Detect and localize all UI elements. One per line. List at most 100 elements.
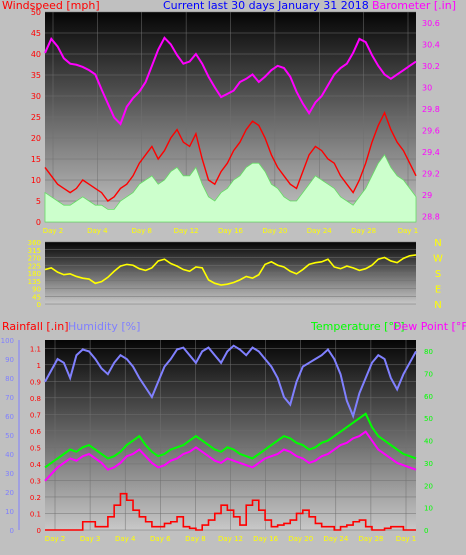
x-tick-label: Day 24 [307,227,333,235]
rain-ticks: 1.1 1 0.9 0.8 0.7 0.6 0.5 0.4 0.3 0.2 0.1 0 [30,345,42,535]
panel-direction-grid [45,241,416,305]
x-tick-label: Day 4 [115,535,136,543]
direction-tick-label: 0 [37,301,41,309]
direction-tick-label: 360 [28,239,41,247]
x-tick-label: Day 3 [80,535,101,543]
compass-letter: S [435,269,441,280]
x-tick-label: Day 20 [262,227,287,235]
panel-direction-series [44,254,417,286]
x-tick-label: Day 12 [174,227,199,235]
wind-tick-label: 15 [31,155,41,164]
humidity-tick-label: 90 [5,356,14,364]
compass-letter: N [434,300,441,311]
series-humidity [44,344,417,420]
barometer-tick-label: 29.4 [422,148,440,157]
x-tick-label: Day 2 [43,227,64,235]
humidity-axis-label: Humidity [%] [68,320,140,333]
wind-tick-label: 50 [31,8,41,17]
barometer-axis-label: Barometer [.in] [372,0,456,12]
wind-tick-label: 45 [31,29,41,38]
temperature-tick-label: 20 [424,482,433,490]
humidity-tick-label: 70 [5,394,14,402]
x-tick-label: Day 28 [351,227,376,235]
wind-tick-label: 40 [31,50,41,59]
x-tick-label: Day 8 [185,535,206,543]
rain-tick-label: 0.9 [30,378,41,386]
series-gust [44,154,417,223]
barometer-tick-label: 29 [422,191,432,200]
x-tick-label: Day 2 [45,535,66,543]
direction-tick-label: 315 [28,247,41,255]
wind-tick-label: 20 [31,134,41,143]
humidity-tick-label: 80 [5,375,14,383]
direction-tick-label: 135 [28,278,41,286]
barometer-tick-label: 29.6 [422,126,440,135]
compass-letter: W [433,254,443,265]
temperature-tick-label: 50 [424,415,433,423]
series-wind-direction [44,254,417,286]
x-tick-label: Day 12 [218,535,243,543]
barometer-tick-label: 30.2 [422,62,440,71]
humidity-tick-label: 100 [1,337,14,345]
rain-tick-label: 0.3 [30,477,41,485]
wind-tick-label: 0 [36,218,41,227]
direction-tick-label: 180 [28,270,41,278]
x-tick-label: Day 16 [253,535,279,543]
rain-axis-label: Rainfall [.in] [2,320,69,333]
temperature-tick-label: 70 [424,371,433,379]
x-tick-label: Day 1 [398,227,419,235]
panel-wind-right-ticks: 30.6 30.4 30.2 30 29.8 29.6 29.4 29.2 29 28.8 [422,19,440,222]
temperature-tick-label: 30 [424,460,433,468]
temperature-tick-label: 80 [424,348,433,356]
barometer-tick-label: 29.2 [422,170,440,179]
wind-tick-label: 10 [31,176,41,185]
series-barometer [44,36,417,126]
direction-tick-label: 90 [32,286,41,294]
wind-tick-label: 30 [31,92,41,101]
x-tick-label: Day 28 [358,535,383,543]
panel-wind-x-labels: Day 2 Day 4 Day 8 Day 12 Day 16 Day 20 Day 24 D… [43,227,419,235]
direction-tick-label: 270 [28,255,41,263]
x-tick-label: Day 4 [87,227,108,235]
dewpoint-axis-label: Dew Point [°F] [393,320,466,333]
series-windspeed [44,111,417,202]
x-tick-label: Day 20 [288,535,313,543]
panel-wind-series [44,36,417,223]
rain-tick-label: 0.8 [30,395,41,403]
x-tick-label: Day 1 [396,535,417,543]
barometer-tick-label: 30.4 [422,40,440,49]
panel-temp-series [44,344,417,531]
temperature-tick-label: 60 [424,393,433,401]
barometer-tick-label: 30.6 [422,19,440,28]
x-tick-label: Day 16 [218,227,244,235]
x-tick-label: Day 8 [131,227,152,235]
humidity-tick-label: 30 [5,470,14,478]
humidity-tick-label: 20 [5,489,14,497]
series-rainfall [45,492,416,531]
rain-tick-label: 0.6 [30,428,42,436]
humidity-tick-label: 40 [5,451,14,459]
barometer-tick-label: 30 [422,83,432,92]
compass-letter: N [434,238,441,249]
rain-tick-label: 0 [37,527,41,535]
rain-tick-label: 0.4 [30,461,42,469]
compass-letter: E [435,285,441,296]
wind-tick-label: 35 [31,71,41,80]
rain-tick-label: 1 [37,362,41,370]
panel-temp-x-labels: Day 2 Day 3 Day 4 Day 6 Day 8 Day 12 Day 16 Day… [45,535,417,543]
temperature-tick-label: 40 [424,438,433,446]
rain-tick-label: 0.1 [30,510,41,518]
direction-tick-label: 225 [28,262,41,270]
wind-axis-label: Windspeed [mph] [2,0,100,12]
panel-temp-grid [45,340,416,531]
direction-tick-label: 45 [32,293,41,301]
rain-tick-label: 0.2 [30,494,41,502]
rain-tick-label: 0.5 [30,444,41,452]
temperature-axis-label: Temperature [°F] [310,320,405,333]
